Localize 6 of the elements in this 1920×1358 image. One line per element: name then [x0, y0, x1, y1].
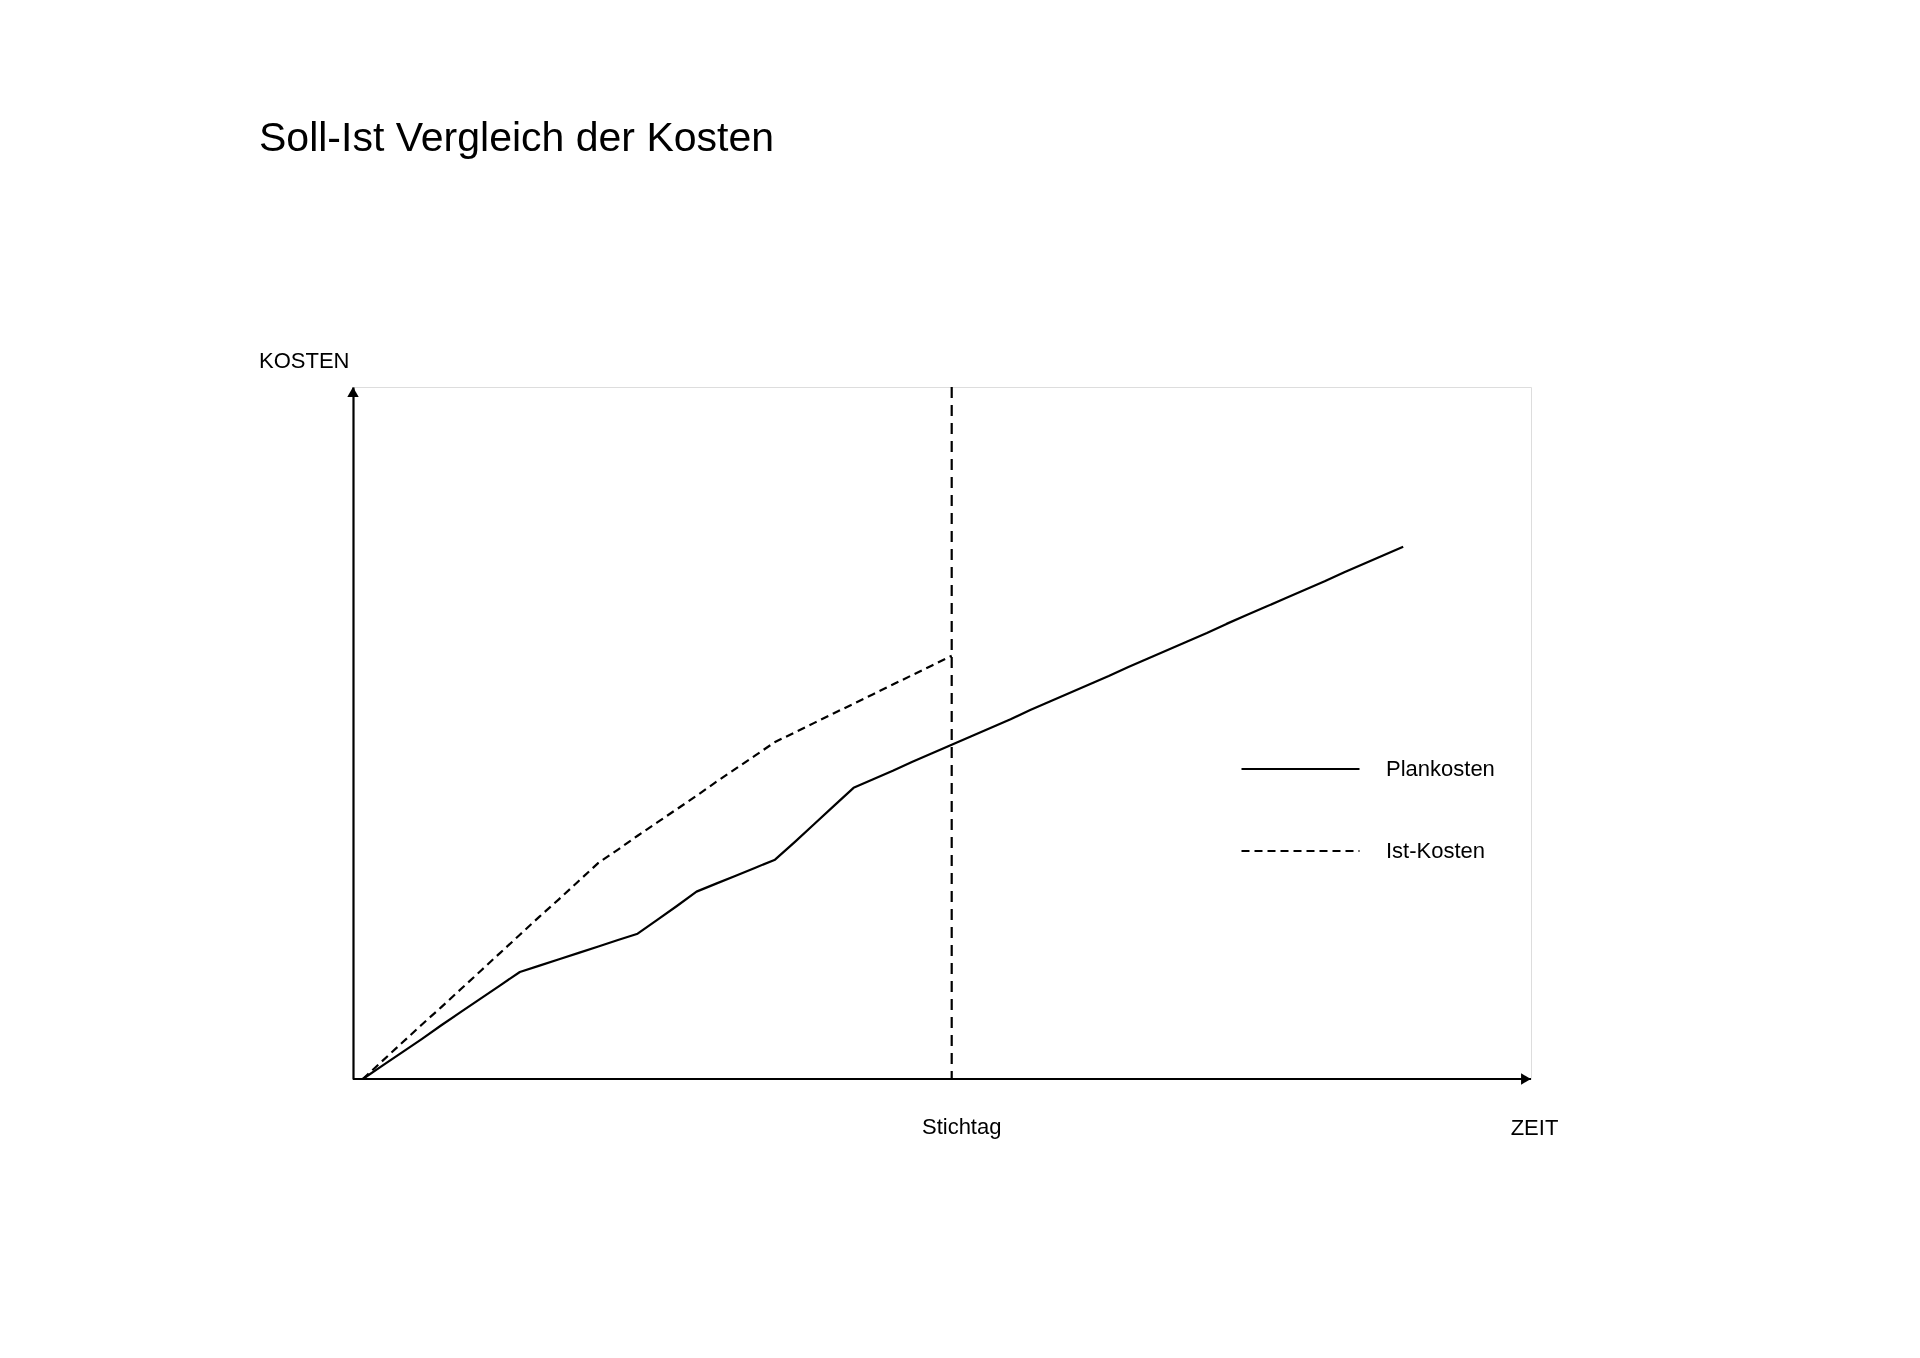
text: Ist-Kosten	[1386, 838, 1486, 863]
text: KOSTEN	[259, 348, 350, 373]
text: Plankosten	[1386, 756, 1495, 781]
x-axis-title: ZEIT	[1510, 1114, 1559, 1140]
text: Stichtag	[921, 1114, 1002, 1139]
chart-title: Soll-Ist Vergleich der Kosten	[259, 114, 775, 160]
